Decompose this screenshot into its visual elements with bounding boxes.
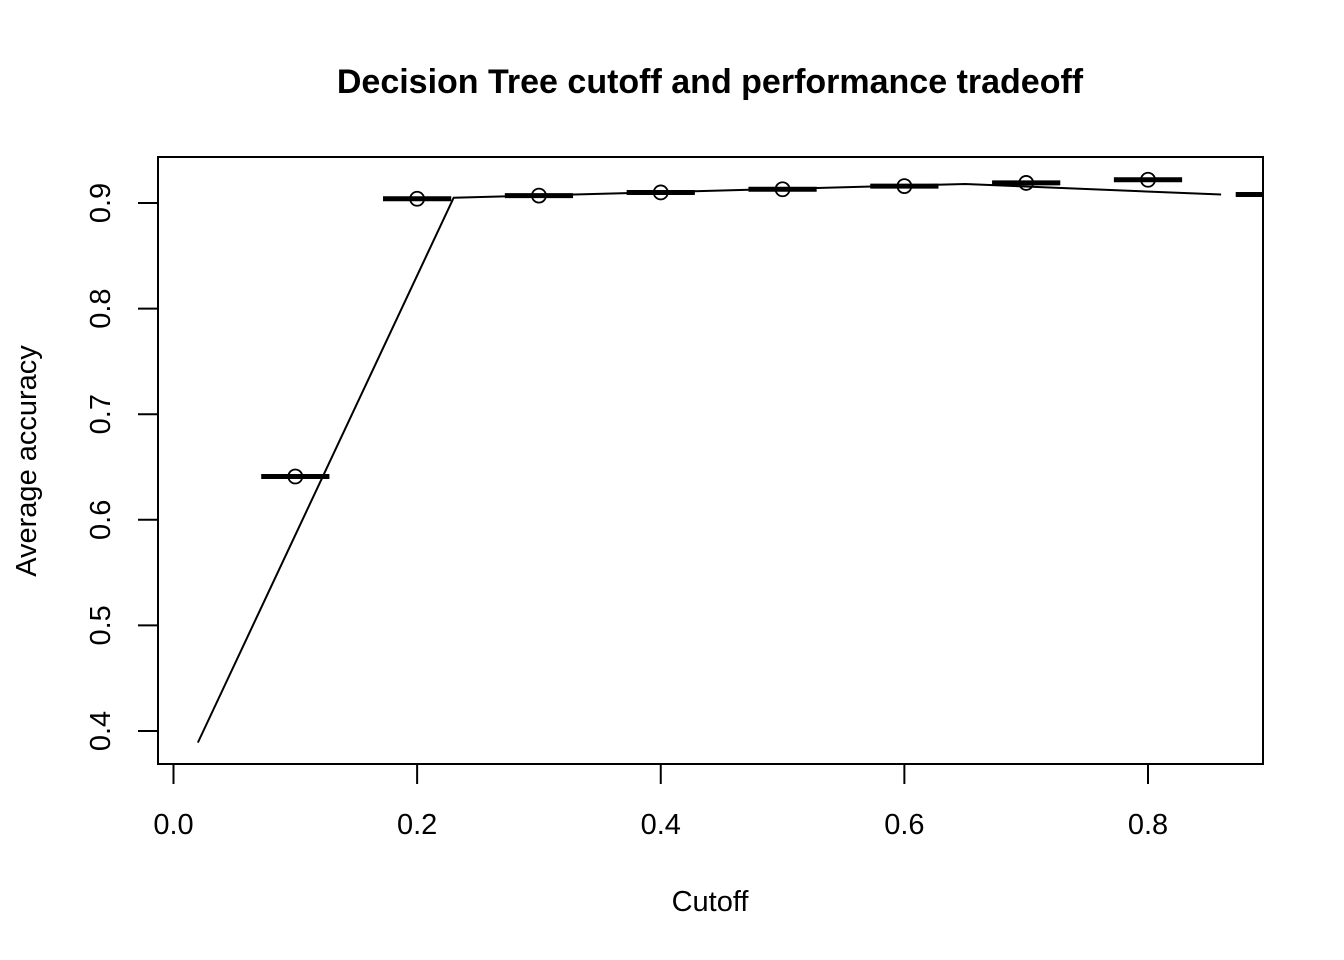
y-axis-label: Average accuracy (11, 345, 43, 577)
chart-title: Decision Tree cutoff and performance tra… (337, 63, 1084, 101)
x-tick-label-4: 0.8 (1128, 809, 1168, 841)
plot-area (196, 171, 1263, 744)
x-tick-label-0: 0.0 (153, 809, 193, 841)
y-tick-label-0: 0.4 (85, 711, 117, 751)
x-tick-label-2: 0.4 (641, 809, 681, 841)
y-tick-label-4: 0.8 (85, 288, 117, 328)
series-line (196, 182, 1222, 744)
y-tick-label-1: 0.5 (85, 605, 117, 645)
y-tick-label-2: 0.6 (85, 500, 117, 540)
x-tick-label-3: 0.6 (884, 809, 924, 841)
y-tick-label-3: 0.7 (85, 394, 117, 434)
y-axis: 0.4 0.5 0.6 0.7 0.8 0.9 (85, 183, 159, 751)
x-axis-label: Cutoff (672, 886, 750, 918)
y-tick-label-5: 0.9 (85, 183, 117, 223)
plot-frame (157, 156, 1264, 765)
x-tick-label-1: 0.2 (397, 809, 437, 841)
x-axis: 0.0 0.2 0.4 0.6 0.8 (153, 763, 1168, 841)
